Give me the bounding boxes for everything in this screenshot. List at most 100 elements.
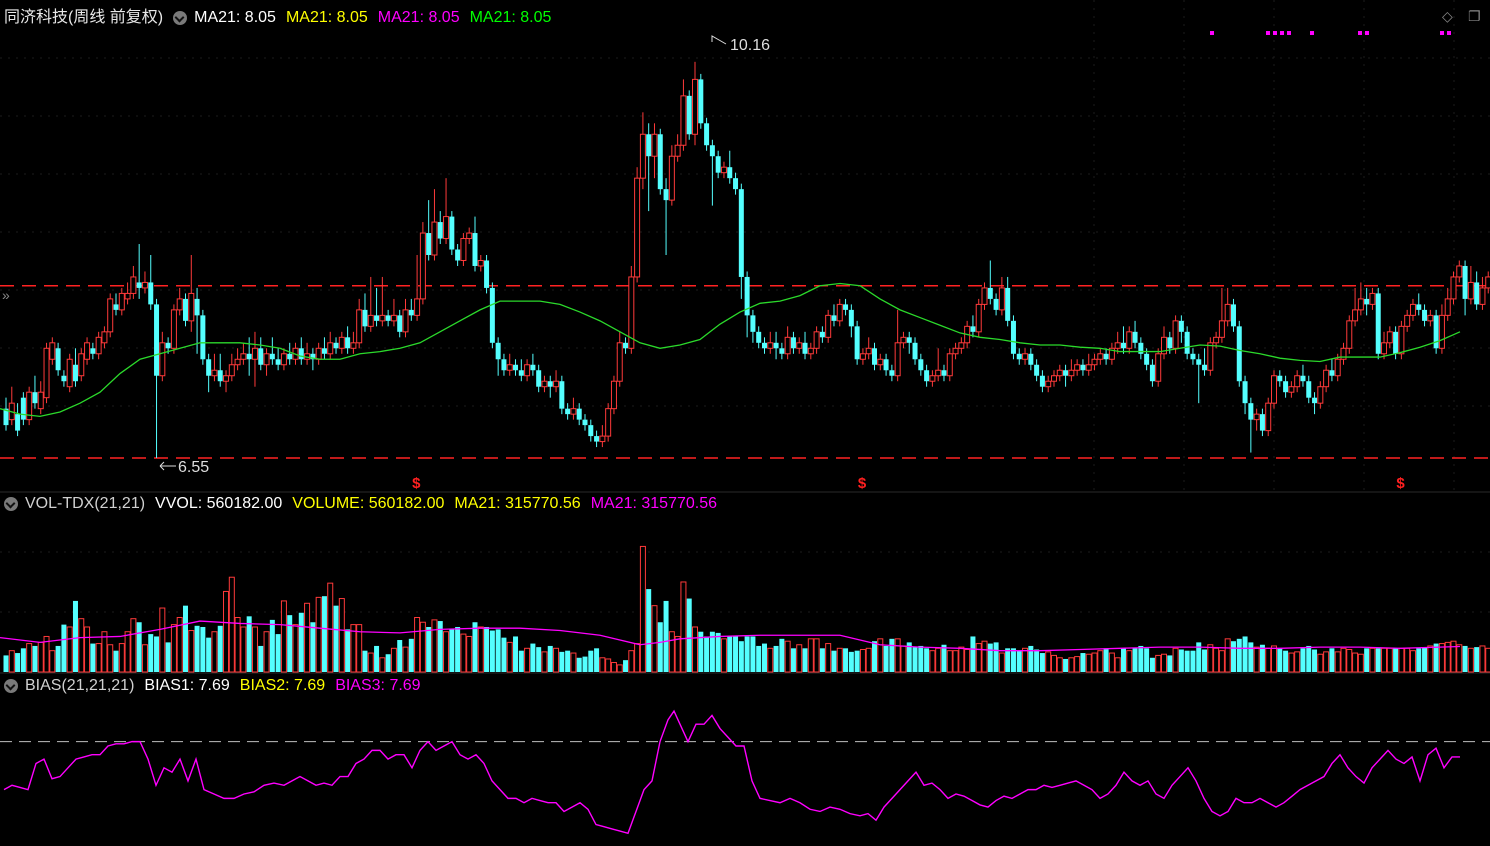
- volume-bar: [460, 633, 467, 673]
- candle-body: [414, 298, 421, 316]
- volume-bar: [843, 648, 849, 672]
- candle-body: [1375, 293, 1381, 354]
- bias-collapse-icon[interactable]: [4, 679, 18, 693]
- candle-body: [733, 178, 739, 190]
- volume-bar: [709, 631, 715, 672]
- volume-bar: [315, 596, 322, 673]
- volume-bar: [1386, 647, 1393, 673]
- candle-body: [240, 353, 247, 360]
- candle-body: [588, 425, 594, 437]
- volume-bar: [141, 644, 148, 673]
- candle-body: [350, 342, 357, 349]
- candle-body: [154, 304, 160, 376]
- candle-body: [217, 370, 223, 382]
- candle-body: [1312, 397, 1318, 404]
- volume-bar: [970, 636, 976, 672]
- volume-bar: [397, 640, 403, 672]
- candle-body: [37, 391, 44, 410]
- candle-body: [975, 303, 982, 333]
- volume-bar: [258, 645, 264, 672]
- main-legend-item: MA21: 8.05: [377, 9, 460, 26]
- candle-body: [78, 353, 85, 377]
- candle-body: [419, 232, 426, 300]
- candle-body: [616, 342, 623, 382]
- volume-bar: [657, 622, 663, 672]
- volume-bar: [680, 581, 687, 673]
- candle-body: [952, 347, 959, 355]
- volume-bar: [1438, 643, 1445, 673]
- candle-body: [657, 134, 663, 190]
- candle-body: [3, 408, 9, 426]
- bias-line: [3, 709, 1460, 835]
- volume-bar: [1364, 648, 1370, 672]
- window-restore-icon[interactable]: ❐: [1468, 8, 1481, 24]
- volume-bar: [338, 598, 345, 673]
- candle-body: [1433, 315, 1439, 349]
- candle-body: [1450, 276, 1457, 300]
- candle-body: [287, 353, 293, 360]
- volume-bar: [1190, 650, 1196, 672]
- volume-bar: [1213, 647, 1220, 673]
- candle-body: [90, 348, 96, 354]
- volume-bar: [466, 635, 473, 673]
- volume-bar: [599, 657, 606, 673]
- candle-body: [547, 381, 553, 387]
- candle-body: [565, 408, 571, 415]
- candle-body: [582, 419, 588, 426]
- volume-bar: [750, 636, 756, 672]
- volume-bar: [431, 619, 438, 673]
- candle-body: [246, 353, 252, 360]
- candle-body: [1364, 298, 1370, 305]
- volume-bar: [1312, 649, 1318, 672]
- signal-dot: [1210, 31, 1214, 35]
- volume-bar: [1155, 654, 1162, 673]
- candle-body: [327, 342, 334, 355]
- candle-body: [663, 189, 669, 201]
- candle-body: [1074, 364, 1081, 371]
- signal-marker: $: [412, 475, 421, 492]
- bias-title: BIAS(21,21,21): [25, 677, 135, 694]
- candle-body: [541, 380, 548, 388]
- candle-body: [1126, 331, 1133, 349]
- volume-bar: [1271, 645, 1278, 673]
- volume-bar: [929, 650, 936, 673]
- candle-body: [1224, 303, 1231, 322]
- volume-bar: [668, 631, 675, 673]
- volume-bar: [443, 631, 450, 673]
- candle-body: [912, 342, 918, 360]
- volume-bar: [813, 638, 820, 673]
- volume-bar: [455, 626, 461, 672]
- volume-bar: [720, 638, 727, 673]
- candle-body: [84, 342, 91, 360]
- candle-body: [1056, 369, 1063, 377]
- candle-body: [993, 298, 999, 310]
- candle-body: [188, 292, 195, 322]
- candle-body: [385, 315, 391, 321]
- main-collapse-icon[interactable]: [173, 11, 188, 25]
- volume-bar: [1050, 654, 1057, 673]
- candle-body: [692, 78, 699, 135]
- volume-bar: [1172, 647, 1179, 673]
- volume-bar: [1259, 644, 1265, 672]
- candle-body: [1085, 364, 1092, 371]
- candle-body: [651, 133, 658, 157]
- diamond-icon[interactable]: ◇: [1442, 8, 1453, 24]
- candle-body: [136, 282, 142, 288]
- volume-bar: [1398, 647, 1405, 673]
- volume-bar: [170, 624, 177, 673]
- volume-bar: [367, 652, 374, 673]
- volume-bar: [345, 629, 351, 672]
- candle-body: [489, 287, 495, 343]
- candle-body: [756, 331, 762, 343]
- volume-bar: [1306, 645, 1312, 672]
- candle-body: [646, 134, 652, 157]
- main-legend-item: MA21: 8.05: [469, 9, 552, 26]
- volume-bar: [836, 647, 843, 673]
- candle-body: [26, 391, 33, 421]
- candle-body: [900, 336, 907, 344]
- candle-body: [258, 348, 264, 365]
- volume-bar: [15, 653, 21, 672]
- vol-collapse-icon[interactable]: [4, 497, 18, 511]
- candle-body: [623, 342, 629, 349]
